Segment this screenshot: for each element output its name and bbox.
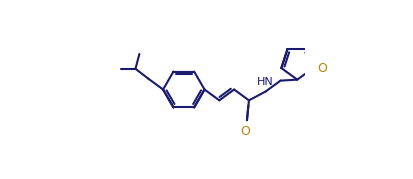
Text: O: O bbox=[240, 125, 250, 138]
Text: HN: HN bbox=[257, 77, 274, 86]
Text: O: O bbox=[318, 62, 328, 74]
